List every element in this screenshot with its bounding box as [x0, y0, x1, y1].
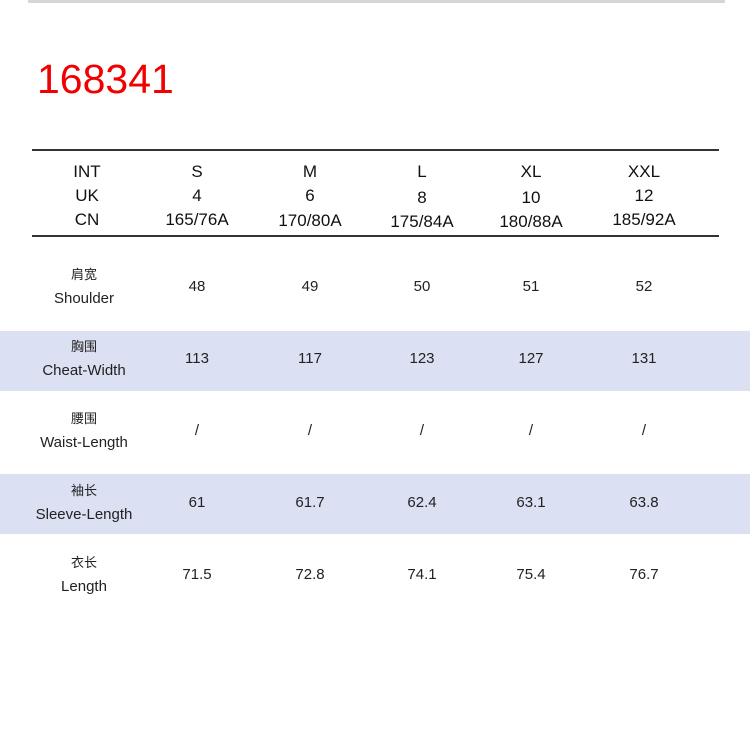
measurement-cell: 71.5 [182, 566, 212, 583]
row-label-cn: 衣长 [70, 555, 98, 570]
measurement-cell: 52 [635, 278, 653, 295]
header-cell: XXL [627, 162, 661, 181]
measurement-cell: 76.7 [629, 566, 659, 583]
measurement-cell: 63.8 [629, 494, 659, 511]
header-cell: 180/88A [499, 212, 563, 231]
row-label: 肩宽 Shoulder [54, 263, 114, 311]
header-bottom-rule [32, 235, 719, 237]
row-label-en: Sleeve-Length [35, 506, 133, 523]
header-cell: 6 [305, 186, 315, 205]
header-cell: 4 [192, 186, 202, 205]
measurement-cell: 72.8 [295, 566, 325, 583]
row-label: 腰围 Waist-Length [40, 407, 128, 455]
measurement-cell: 62.4 [407, 494, 437, 511]
row-band [0, 331, 750, 391]
measurement-cell: 127 [518, 350, 544, 367]
measurement-cell: 50 [413, 278, 431, 295]
row-label: 袖长 Sleeve-Length [36, 479, 133, 527]
row-label-en: Waist-Length [40, 434, 128, 451]
measurement-cell: 61.7 [295, 494, 325, 511]
row-label-en: Length [61, 578, 107, 595]
row-label-cn: 胸围 [70, 339, 97, 354]
measurement-cell: 48 [188, 278, 206, 295]
header-cell: 8 [417, 188, 427, 207]
header-label: CN [74, 210, 100, 229]
row-label-cn: 腰围 [70, 411, 98, 426]
measurement-cell: 75.4 [516, 566, 546, 583]
measurement-cell: 74.1 [407, 566, 437, 583]
row-label-en: Shoulder [53, 290, 115, 307]
header-cell: M [302, 162, 318, 181]
header-cell: 10 [521, 188, 541, 207]
header-cell: S [191, 162, 203, 181]
header-cell: XL [520, 162, 542, 181]
header-cell: 12 [634, 186, 654, 205]
measurement-cell: / [194, 422, 200, 439]
measurement-cell: 123 [409, 350, 435, 367]
measurement-cell: 63.1 [516, 494, 546, 511]
row-label-cn: 袖长 [70, 483, 97, 498]
header-cell: 170/80A [278, 211, 342, 230]
top-divider [28, 0, 725, 3]
header-top-rule [32, 149, 719, 151]
header-label: UK [75, 186, 99, 205]
measurement-cell: / [419, 422, 425, 439]
measurement-cell: 117 [298, 350, 322, 367]
header-cell: 175/84A [390, 212, 454, 231]
measurement-cell: 113 [185, 350, 209, 367]
measurement-cell: 51 [522, 278, 540, 295]
header-cell: 165/76A [165, 210, 229, 229]
measurement-cell: 49 [301, 278, 319, 295]
measurement-cell: / [528, 422, 534, 439]
measurement-cell: / [641, 422, 647, 439]
row-label-en: Cheat-Width [42, 362, 126, 379]
header-label: INT [73, 162, 101, 181]
measurement-cell: 61 [188, 494, 206, 511]
row-band [0, 474, 750, 534]
measurement-cell: 131 [631, 350, 657, 367]
product-code: 168341 [37, 56, 174, 102]
row-label: 衣长 Length [61, 551, 107, 599]
header-cell: L [417, 162, 427, 181]
row-label: 胸围 Cheat-Width [42, 335, 125, 383]
header-cell: 185/92A [612, 210, 676, 229]
measurement-cell: / [307, 422, 313, 439]
row-label-cn: 肩宽 [70, 267, 98, 282]
